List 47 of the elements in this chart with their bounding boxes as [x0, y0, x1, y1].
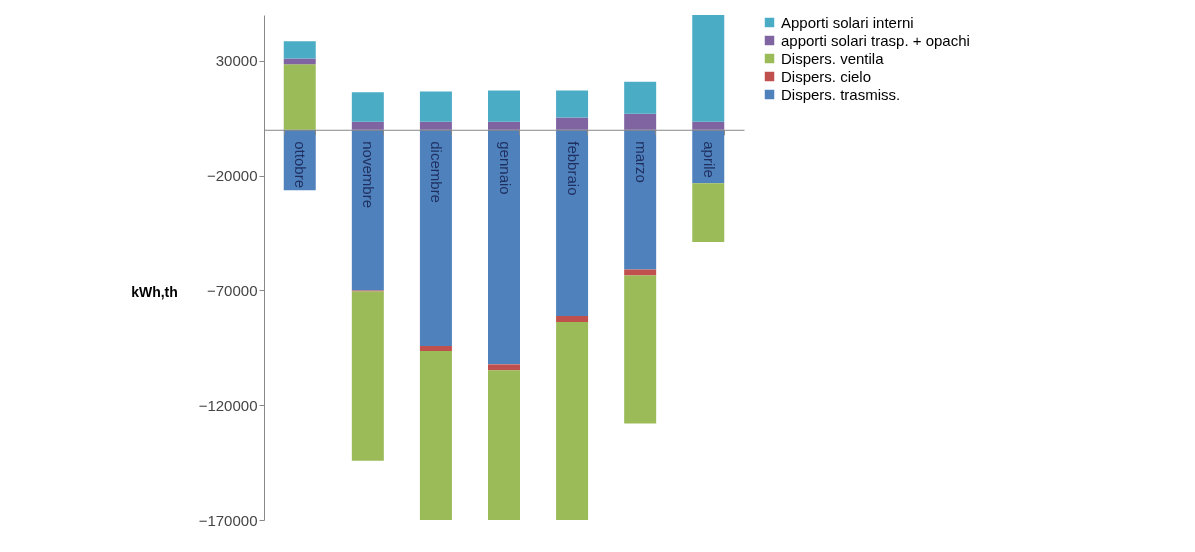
- bar: [351, 121, 384, 130]
- x-tick-label: novembre: [360, 141, 378, 208]
- legend-label: apporti solari trasp. + opachi: [781, 31, 970, 49]
- y-tick-label: −170000: [198, 511, 258, 529]
- bar: [351, 92, 384, 122]
- y-tick-label: −70000: [207, 281, 258, 299]
- bar: [556, 117, 589, 130]
- bar: [283, 64, 316, 130]
- bar: [624, 129, 657, 270]
- legend-label: Dispers. cielo: [781, 67, 872, 85]
- y-tick-label: −120000: [198, 396, 258, 414]
- bar: [556, 321, 589, 520]
- bar: [692, 121, 725, 130]
- x-tick-label: marzo: [632, 141, 650, 183]
- bar: [488, 90, 520, 122]
- x-tick-label: gennaio: [496, 141, 514, 195]
- x-tick-label: febbraio: [564, 141, 582, 196]
- bar: [692, 15, 725, 122]
- x-tick-label: ottobre: [292, 141, 310, 188]
- bar: [419, 351, 452, 520]
- y-tick-label: −20000: [207, 167, 258, 185]
- legend-label: Dispers. trasmiss.: [781, 85, 901, 103]
- y-tick-label: 30000: [215, 52, 258, 70]
- bar: [488, 121, 520, 130]
- bar: [556, 315, 589, 322]
- legend-label: Apporti solari interni: [781, 13, 914, 31]
- bar: [419, 129, 452, 346]
- bar: [624, 81, 657, 114]
- bar: [488, 129, 520, 365]
- bar: [351, 291, 384, 461]
- bar: [488, 364, 520, 371]
- bar: [556, 90, 589, 118]
- bar: [624, 269, 657, 276]
- bar: [419, 121, 452, 130]
- bar: [692, 183, 725, 243]
- y-axis-title: kWh,th: [131, 284, 178, 301]
- bar: [419, 346, 452, 352]
- legend-label: Dispers. ventila: [781, 49, 885, 67]
- bar: [351, 129, 384, 291]
- bar: [624, 113, 657, 130]
- bar: [624, 275, 657, 424]
- x-tick-label: aprile: [700, 141, 718, 178]
- x-tick-label: dicembre: [428, 141, 446, 203]
- bar: [488, 370, 520, 520]
- bar: [283, 41, 316, 59]
- bar: [419, 91, 452, 122]
- bar: [556, 129, 589, 316]
